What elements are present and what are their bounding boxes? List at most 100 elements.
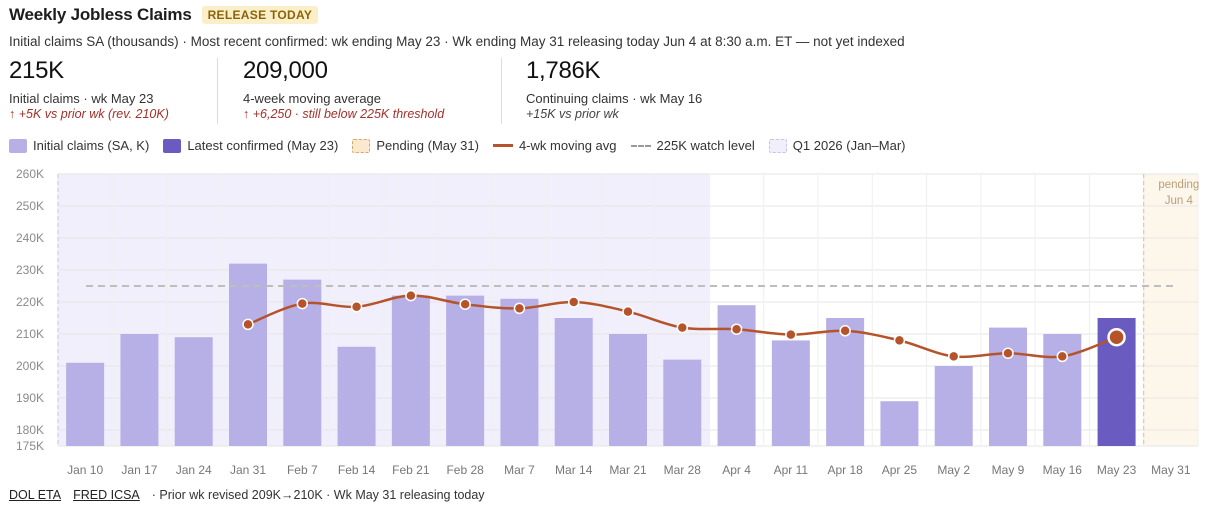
x-tick-label: Mar 21 bbox=[609, 463, 647, 477]
moving-average-point bbox=[893, 334, 906, 347]
legend-label: 4-wk moving avg bbox=[518, 138, 617, 153]
page-title: Weekly Jobless Claims bbox=[9, 5, 192, 24]
y-tick-label: 175K bbox=[16, 439, 44, 453]
kpi-divider bbox=[501, 58, 502, 124]
bar bbox=[66, 362, 105, 446]
y-tick-label: 230K bbox=[16, 263, 44, 277]
moving-average-point bbox=[513, 302, 526, 315]
y-tick-label: 180K bbox=[16, 423, 44, 437]
y-tick-label: 250K bbox=[16, 199, 44, 213]
x-tick-label: May 16 bbox=[1043, 463, 1083, 477]
legend-label: Q1 2026 (Jan–Mar) bbox=[792, 138, 906, 153]
kpi-row: 215K Initial claims · wk May 23 ↑ +5K vs… bbox=[0, 56, 1213, 128]
y-tick-label: 190K bbox=[16, 391, 44, 405]
x-tick-label: Feb 28 bbox=[446, 463, 484, 477]
legend-item-mavg: 4-wk moving avg bbox=[492, 138, 617, 153]
kpi-label: Initial claims · wk May 23 bbox=[9, 91, 154, 106]
kpi-moving-average: 209,000 4-week moving average ↑ +6,250 ·… bbox=[243, 56, 444, 128]
moving-average-point bbox=[405, 289, 417, 302]
kpi-label: Continuing claims · wk May 16 bbox=[526, 91, 703, 106]
bar bbox=[554, 318, 593, 446]
x-tick-label: Feb 14 bbox=[338, 463, 376, 477]
release-badge: RELEASE TODAY bbox=[201, 6, 319, 24]
legend-swatch bbox=[9, 138, 27, 153]
bar bbox=[609, 334, 647, 446]
moving-average-point bbox=[296, 297, 309, 310]
kpi-initial-claims: 215K Initial claims · wk May 23 ↑ +5K vs… bbox=[9, 56, 169, 128]
legend-item-q1: Q1 2026 (Jan–Mar) bbox=[768, 138, 906, 153]
y-tick-label: 200K bbox=[16, 359, 44, 373]
legend-label: Latest confirmed (May 23) bbox=[187, 138, 339, 153]
legend-label: Pending (May 31) bbox=[376, 138, 479, 153]
legend-item-pending: Pending (May 31) bbox=[352, 138, 479, 153]
kpi-change-note: ↑ +6,250 · still below 225K threshold bbox=[243, 107, 445, 121]
x-tick-label: Apr 4 bbox=[722, 463, 751, 477]
dol-eta-link[interactable]: DOL ETA bbox=[9, 488, 62, 502]
pending-label-line1: pending bbox=[1158, 179, 1199, 191]
bar bbox=[771, 340, 810, 446]
x-tick-label: Mar 14 bbox=[555, 463, 593, 477]
x-tick-label: Mar 28 bbox=[664, 463, 702, 477]
moving-average-point bbox=[242, 318, 254, 331]
bar bbox=[229, 263, 267, 446]
kpi-label: 4-week moving average bbox=[243, 91, 382, 106]
kpi-continuing-claims: 1,786K Continuing claims · wk May 16 +15… bbox=[526, 56, 702, 128]
moving-average-point bbox=[839, 325, 851, 337]
chart-legend: Initial claims (SA, K) Latest confirmed … bbox=[9, 138, 920, 153]
bar bbox=[934, 366, 973, 446]
legend-line bbox=[630, 144, 651, 147]
x-tick-label: Mar 7 bbox=[504, 463, 535, 477]
legend-item-latest: Latest confirmed (May 23) bbox=[163, 138, 338, 153]
x-tick-label: May 2 bbox=[937, 463, 970, 477]
kpi-divider bbox=[217, 58, 218, 124]
legend-label: 225K watch level bbox=[656, 138, 755, 153]
kpi-change-note: ↑ +5K vs prior wk (rev. 210K) bbox=[9, 107, 169, 121]
chart-header: Weekly Jobless Claims RELEASE TODAY Init… bbox=[9, 4, 1204, 49]
moving-average-point bbox=[947, 350, 960, 363]
bar bbox=[989, 327, 1027, 446]
bar bbox=[826, 318, 865, 446]
y-tick-label: 210K bbox=[16, 327, 44, 341]
kpi-value: 215K bbox=[9, 57, 64, 84]
kpi-value: 1,786K bbox=[526, 57, 601, 84]
x-tick-label: Feb 21 bbox=[392, 463, 430, 477]
legend-swatch bbox=[163, 138, 182, 153]
x-tick-label: Jan 31 bbox=[230, 463, 266, 477]
moving-average-point bbox=[350, 301, 363, 313]
x-tick-label: May 31 bbox=[1151, 463, 1191, 477]
y-tick-label: 240K bbox=[16, 231, 44, 245]
bar bbox=[120, 334, 159, 446]
bar bbox=[391, 295, 430, 446]
moving-average-point bbox=[622, 305, 634, 318]
moving-average-point bbox=[676, 321, 689, 334]
bar bbox=[446, 295, 485, 446]
page-subtitle: Initial claims SA (thousands) · Most rec… bbox=[9, 34, 905, 49]
bar bbox=[880, 401, 919, 446]
moving-average-point bbox=[567, 296, 580, 308]
moving-average-point bbox=[785, 328, 797, 341]
pending-label-line2: Jun 4 bbox=[1165, 195, 1194, 207]
bar bbox=[337, 346, 376, 446]
kpi-value: 209,000 bbox=[243, 57, 328, 84]
bar bbox=[500, 298, 539, 446]
x-tick-label: Apr 25 bbox=[882, 463, 918, 477]
legend-line bbox=[492, 144, 513, 147]
bar bbox=[663, 359, 702, 446]
legend-label: Initial claims (SA, K) bbox=[33, 138, 150, 153]
x-tick-label: Jan 24 bbox=[176, 463, 212, 477]
legend-item-initial: Initial claims (SA, K) bbox=[9, 138, 149, 153]
fred-icsa-link[interactable]: FRED ICSA bbox=[73, 488, 140, 502]
chart-footer: DOL ETA FRED ICSA · Prior wk revised 209… bbox=[9, 488, 485, 502]
x-tick-label: Feb 7 bbox=[287, 463, 318, 477]
title-row: Weekly Jobless Claims RELEASE TODAY bbox=[9, 4, 1204, 26]
moving-average-point bbox=[459, 298, 471, 310]
kpi-change-note: +15K vs prior wk bbox=[526, 107, 619, 121]
claims-chart: 175K 180K 190K 200K 210K 220K 230K 240K 250K 260K… bbox=[16, 167, 1199, 477]
x-tick-label: Apr 11 bbox=[774, 463, 809, 477]
moving-average-point bbox=[730, 323, 743, 335]
legend-swatch bbox=[768, 138, 787, 153]
y-tick-label: 220K bbox=[16, 295, 44, 309]
moving-average-point bbox=[1002, 347, 1014, 359]
x-tick-label: Jan 17 bbox=[121, 463, 157, 477]
moving-average-point-latest bbox=[1107, 327, 1126, 347]
